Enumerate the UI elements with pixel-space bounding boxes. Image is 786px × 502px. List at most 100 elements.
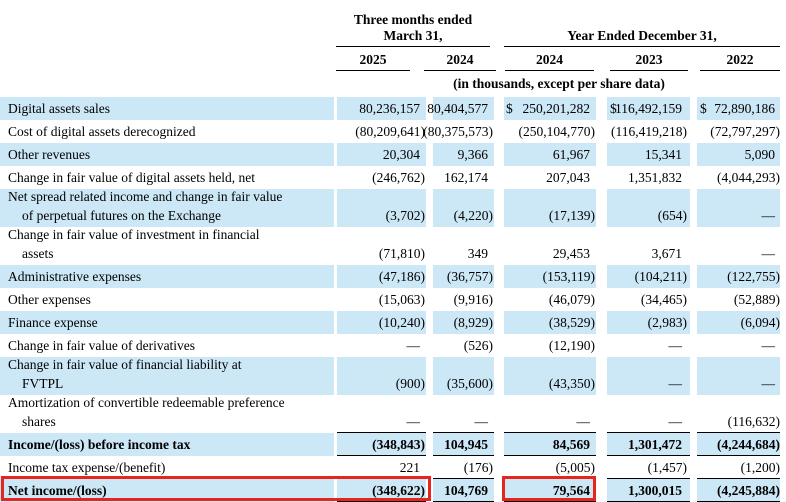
dollar-sign: $ — [506, 99, 513, 118]
cell-value: (348,843) — [372, 435, 425, 454]
cell-value: (17,139) — [549, 206, 595, 225]
cell-value: 3,671 — [652, 244, 682, 263]
cell-value: (34,465) — [641, 290, 687, 309]
dollar-sign: $ — [700, 99, 707, 118]
row-label: Cost of digital assets derecognized — [0, 122, 334, 141]
table-row: Change in fair value of financial liabil… — [0, 357, 786, 395]
column-header-2022: 2022 — [700, 50, 780, 71]
cell-value: 104,945 — [444, 435, 488, 454]
column-header-2023: 2023 — [610, 50, 688, 71]
row-label: Net spread related income and change in … — [0, 187, 334, 225]
cell-value: 84,569 — [553, 435, 590, 454]
financial-statement-table: Three months ended March 31, Year Ended … — [0, 0, 786, 502]
table-row: Change in fair value of derivatives — (526… — [0, 334, 786, 357]
cell-value: 162,174 — [444, 168, 488, 187]
cell-value: (80,209,641) — [355, 122, 425, 141]
column-group-three-months: Three months ended March 31, — [336, 4, 490, 47]
row-label: Other expenses — [0, 290, 334, 309]
table-row: Net spread related income and change in … — [0, 189, 786, 227]
row-label: Digital assets sales — [0, 99, 334, 118]
cell-value: (46,079) — [549, 290, 595, 309]
table-row: Cost of digital assets derecognized (80,2… — [0, 120, 786, 143]
cell-value: (5,005) — [556, 458, 595, 477]
cell-value: 80,404,577 — [427, 99, 488, 118]
cell-value: (4,220) — [454, 206, 493, 225]
cell-value: 207,043 — [546, 168, 590, 187]
column-group-year-ended-label: Year Ended December 31, — [567, 28, 716, 44]
row-label: Other revenues — [0, 145, 334, 164]
column-group-three-months-line1: Three months ended — [354, 12, 472, 28]
cell-value: (176) — [464, 458, 493, 477]
cell-value: (4,044,293) — [717, 168, 780, 187]
cell-value: 116,492,159 — [615, 99, 682, 118]
cell-value: (104,211) — [635, 267, 687, 286]
table-row: Other revenues20,3049,36661,96715,3415,0… — [0, 143, 786, 166]
cell-value: — — [669, 412, 683, 431]
row-label: Finance expense — [0, 313, 334, 332]
cell-value: 80,236,157 — [359, 99, 420, 118]
column-header-2025: 2025 — [336, 50, 410, 71]
cell-value: (900) — [396, 374, 425, 393]
cell-value: (10,240) — [379, 313, 425, 332]
cell-value: (654) — [658, 206, 687, 225]
row-label: Amortization of convertible redeemable p… — [0, 393, 334, 431]
column-header-2024-fy: 2024 — [505, 50, 594, 71]
table-row: Change in fair value of digital assets h… — [0, 166, 786, 189]
table-row: Income/(loss) before income tax(348,843)… — [0, 433, 786, 456]
income-statement-rows: Digital assets sales 80,236,157 80,404,577… — [0, 97, 786, 502]
cell-value: (15,063) — [379, 290, 425, 309]
cell-value: 72,890,186 — [714, 99, 775, 118]
cell-value: (1,457) — [648, 458, 687, 477]
cell-value: 29,453 — [553, 244, 590, 263]
cell-value: 15,341 — [645, 145, 682, 164]
cell-value: — — [475, 412, 489, 431]
cell-value: (72,797,297) — [710, 122, 780, 141]
cell-value: (36,757) — [447, 267, 493, 286]
cell-value: (250,104,770) — [519, 122, 596, 141]
cell-value: (8,929) — [454, 313, 493, 332]
cell-value: — — [669, 336, 683, 355]
table-row: Other expenses (15,063) (9,916) (46,079) (34… — [0, 288, 786, 311]
cell-value: 20,304 — [383, 145, 420, 164]
row-label: Income tax expense/(benefit) — [0, 458, 334, 477]
cell-value: 1,301,472 — [628, 435, 682, 454]
units-note: (in thousands, except per share data) — [336, 76, 782, 92]
row-label: Administrative expenses — [0, 267, 334, 286]
column-group-three-months-line2: March 31, — [384, 28, 443, 44]
cell-value: (2,983) — [648, 313, 687, 332]
table-row: Amortization of convertible redeemable p… — [0, 395, 786, 433]
row-label: Change in fair value of derivatives — [0, 336, 334, 355]
cell-value: — — [762, 244, 776, 263]
cell-value: 5,090 — [745, 145, 775, 164]
cell-value: — — [669, 374, 683, 393]
cell-value: 221 — [400, 458, 420, 477]
cell-value: (526) — [464, 336, 493, 355]
row-label: Change in fair value of investment in fi… — [0, 225, 334, 263]
table-row: Change in fair value of investment in fi… — [0, 227, 786, 265]
cell-value: 104,769 — [444, 481, 488, 500]
cell-value: (38,529) — [549, 313, 595, 332]
cell-value: 1,351,832 — [628, 168, 682, 187]
cell-value: (153,119) — [543, 267, 595, 286]
cell-value: (4,245,884) — [717, 481, 780, 500]
cell-value: 1,300,015 — [628, 481, 682, 500]
cell-value: — — [577, 412, 591, 431]
table-row: Finance expense (10,240) (8,929) (38,529) (2… — [0, 311, 786, 334]
cell-value: (1,200) — [741, 458, 780, 477]
cell-value: (71,810) — [379, 244, 425, 263]
cell-value: (4,244,684) — [717, 435, 780, 454]
cell-value: (116,419,218) — [611, 122, 687, 141]
cell-value: — — [407, 336, 421, 355]
table-header: Three months ended March 31, Year Ended … — [0, 0, 786, 97]
cell-value: (9,916) — [454, 290, 493, 309]
cell-value: (12,190) — [549, 336, 595, 355]
cell-value: (122,755) — [727, 267, 780, 286]
cell-value: (246,762) — [372, 168, 425, 187]
cell-value: (80,375,573) — [423, 122, 493, 141]
cell-value: (6,094) — [741, 313, 780, 332]
highlight-box-fy2024-net-income — [502, 476, 596, 501]
cell-value: (116,632) — [728, 412, 780, 431]
cell-value: 250,201,282 — [523, 99, 591, 118]
cell-value: (47,186) — [379, 267, 425, 286]
cell-value: (3,702) — [386, 206, 425, 225]
